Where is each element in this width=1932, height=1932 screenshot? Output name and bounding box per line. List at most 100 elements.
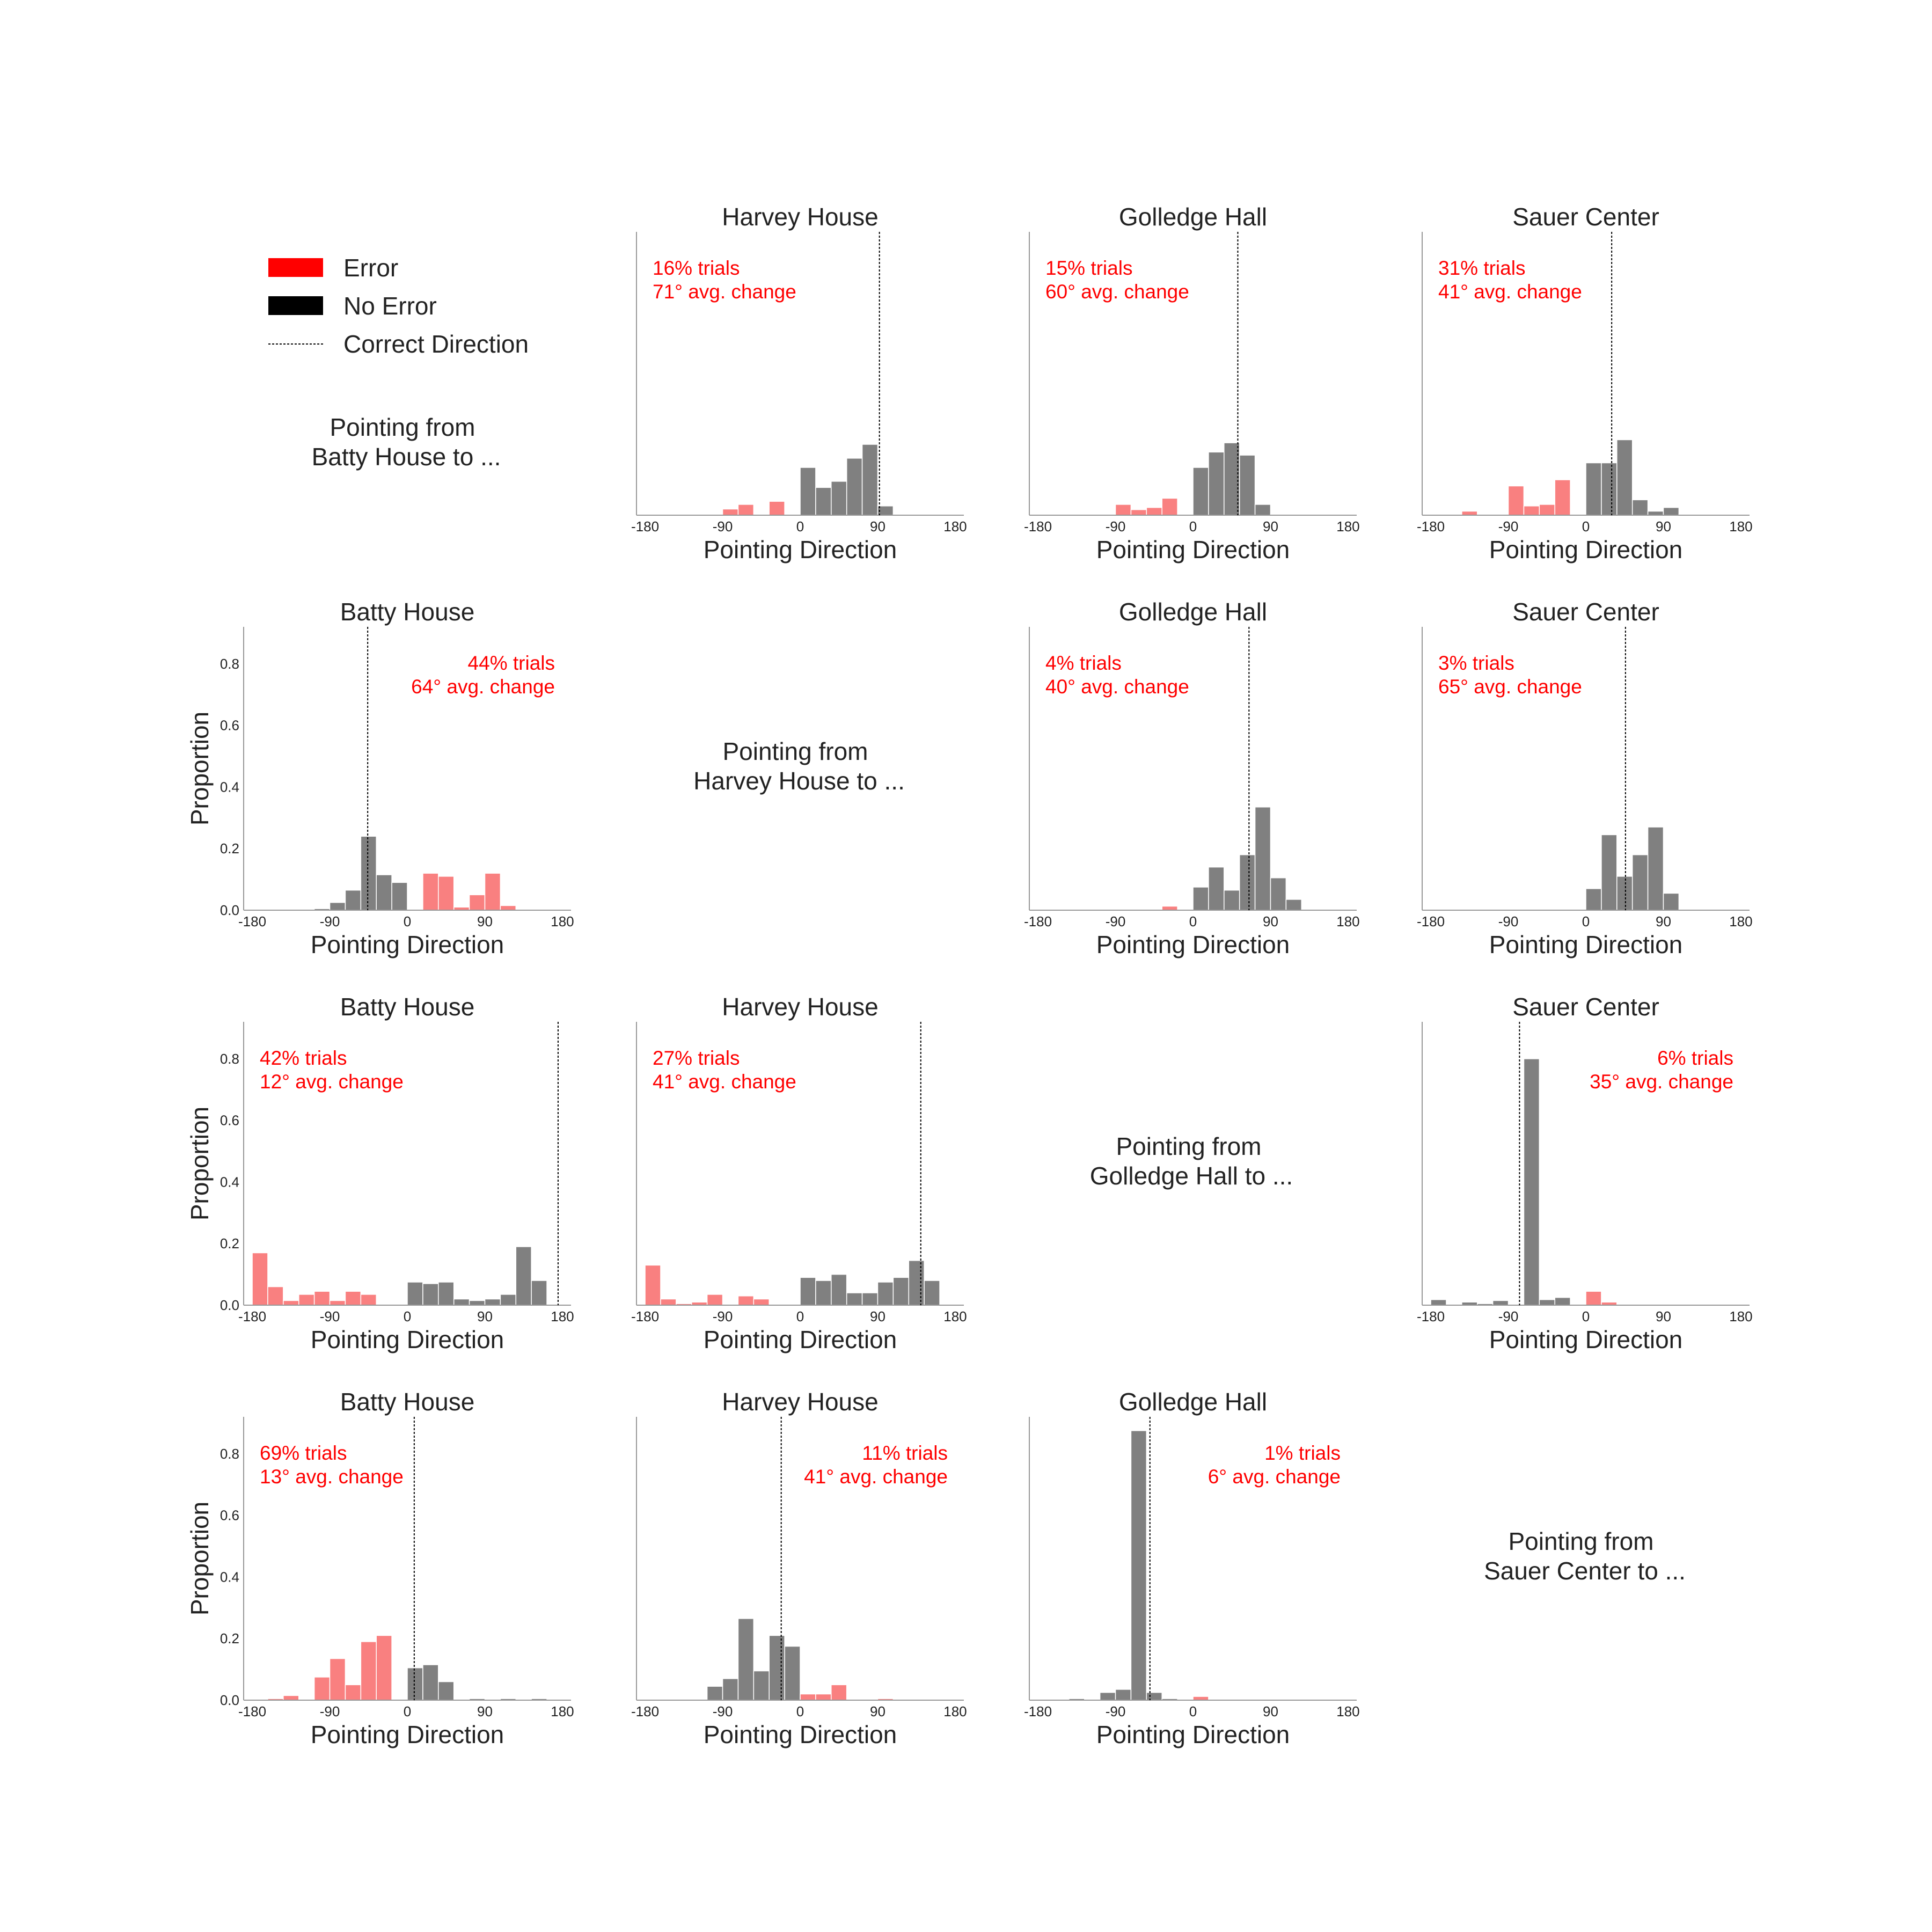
x-tick-label: -90: [1106, 518, 1126, 535]
bar-no-error: [1208, 451, 1225, 516]
bar-error: [267, 1286, 284, 1306]
bar-no-error: [1523, 1058, 1540, 1306]
legend: Error No Error Correct Direction: [268, 254, 529, 358]
y-tick-label: 0.6: [220, 1507, 239, 1524]
y-tick-label: 0.2: [220, 1630, 239, 1646]
y-tick-label: 0.8: [220, 1051, 239, 1067]
bar-error: [345, 1684, 362, 1701]
bar-no-error: [376, 874, 392, 911]
legend-noerror-label: No Error: [343, 292, 437, 320]
x-axis-label: Pointing Direction: [1096, 1721, 1290, 1748]
y-tick-label: 0.2: [220, 1235, 239, 1252]
bar-error: [815, 1693, 832, 1701]
panel-title: Sauer Center: [1512, 993, 1659, 1021]
bar-no-error: [846, 1292, 863, 1306]
x-tick-label: 90: [870, 1703, 885, 1719]
trials-annotation: 11% trials: [862, 1442, 948, 1464]
x-tick-label: -90: [1498, 913, 1519, 930]
x-tick-label: -90: [320, 1308, 340, 1324]
histogram-panel: Golledge Hall -180 -90 0 90 180 Pointing Direc…: [1024, 1388, 1360, 1748]
bar-no-error: [1224, 889, 1240, 911]
x-tick-label: 180: [943, 518, 967, 535]
bar-error: [1192, 1696, 1209, 1701]
avg-change-annotation: 6° avg. change: [1208, 1466, 1341, 1488]
bar-error: [1161, 497, 1178, 516]
bar-no-error: [831, 1274, 847, 1306]
trials-annotation: 4% trials: [1045, 652, 1122, 674]
panel-title: Sauer Center: [1512, 203, 1659, 231]
bar-no-error: [1239, 455, 1256, 516]
y-tick-label: 0.0: [220, 1692, 239, 1708]
bar-error: [1585, 1291, 1602, 1306]
bar-error: [660, 1298, 677, 1306]
bar-error: [484, 873, 501, 911]
x-tick-label: 90: [477, 913, 493, 930]
bar-no-error: [500, 1294, 517, 1306]
x-tick-label: -90: [1498, 1308, 1519, 1324]
bar-no-error: [861, 444, 879, 516]
bar-no-error: [422, 1283, 439, 1306]
histogram-panel: Batty House -180 -90 0 90 180 Pointing Directi…: [186, 598, 574, 958]
bar-error: [283, 1695, 299, 1701]
bar-no-error: [345, 889, 362, 911]
panel-title: Batty House: [340, 598, 475, 626]
bar-error: [298, 1294, 315, 1306]
bar-error: [1507, 485, 1525, 516]
panel-title: Batty House: [340, 1388, 475, 1416]
x-tick-label: -180: [1417, 913, 1445, 930]
bar-no-error: [1601, 834, 1618, 911]
trials-annotation: 42% trials: [260, 1047, 347, 1069]
panel-title: Golledge Hall: [1119, 1388, 1267, 1416]
bar-no-error: [1539, 1299, 1555, 1306]
x-tick-label: 90: [870, 518, 885, 535]
bar-error: [1115, 504, 1132, 516]
bar-error: [376, 1635, 392, 1701]
x-axis-label: Pointing Direction: [1489, 1326, 1683, 1353]
bar-error: [1523, 506, 1540, 516]
x-tick-label: 180: [551, 1308, 574, 1324]
x-tick-label: -90: [713, 1308, 733, 1324]
panel-title: Golledge Hall: [1119, 203, 1267, 231]
bar-no-error: [1254, 806, 1271, 911]
avg-change-annotation: 40° avg. change: [1045, 676, 1189, 698]
bar-error: [313, 1291, 331, 1306]
x-tick-label: -90: [320, 1703, 340, 1719]
histogram-panel: Sauer Center -180 -90 0 90 180 Pointing Direct…: [1417, 993, 1753, 1353]
trials-annotation: 15% trials: [1045, 257, 1132, 279]
row-label-line-2: Harvey House to ...: [693, 767, 905, 795]
histogram-panel: Golledge Hall -180 -90 0 90 180 Pointing Direc…: [1024, 598, 1360, 958]
bar-no-error: [1115, 1689, 1132, 1701]
x-tick-label: 0: [796, 518, 804, 535]
x-tick-label: 0: [1582, 1308, 1590, 1324]
bar-no-error: [753, 1670, 770, 1701]
bar-error: [283, 1300, 299, 1306]
bar-no-error: [438, 1282, 455, 1306]
x-tick-label: 180: [1729, 1308, 1752, 1324]
panel-title: Batty House: [340, 993, 475, 1021]
x-tick-label: -180: [1024, 1703, 1052, 1719]
y-axis-label: Proportion: [186, 1502, 214, 1615]
y-tick-label: 0.0: [220, 1297, 239, 1313]
bar-no-error: [1663, 892, 1680, 911]
bar-no-error: [1192, 887, 1209, 911]
bar-no-error: [1208, 866, 1225, 911]
row-label-harvey: Pointing from Harvey House to ...: [693, 737, 905, 795]
row-label-line-2: Golledge Hall to ...: [1090, 1162, 1293, 1190]
bar-no-error: [407, 1282, 423, 1306]
bar-error: [1554, 479, 1571, 516]
x-tick-label: -90: [1106, 1703, 1126, 1719]
trials-annotation: 3% trials: [1438, 652, 1514, 674]
x-tick-label: 90: [1656, 1308, 1671, 1324]
x-tick-label: -180: [1417, 518, 1445, 535]
bar-error: [469, 894, 486, 911]
bar-error: [360, 1294, 377, 1306]
x-axis-label: Pointing Direction: [704, 536, 897, 564]
x-axis-label: Pointing Direction: [1489, 536, 1683, 564]
row-label-line-2: Sauer Center to ...: [1484, 1557, 1686, 1585]
row-label-line-1: Pointing from: [1116, 1132, 1261, 1160]
x-axis-label: Pointing Direction: [1096, 536, 1290, 564]
row-label-line-1: Pointing from: [330, 413, 475, 441]
bar-error: [1130, 509, 1147, 516]
bar-error: [313, 1677, 331, 1701]
x-tick-label: 0: [404, 1703, 411, 1719]
